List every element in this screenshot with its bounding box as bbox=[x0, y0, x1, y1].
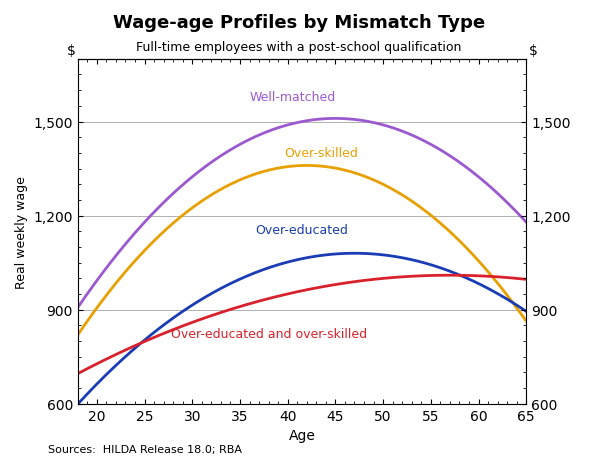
Text: $: $ bbox=[529, 44, 538, 58]
Y-axis label: Real weekly wage: Real weekly wage bbox=[15, 175, 28, 288]
Text: Full-time employees with a post-school qualification: Full-time employees with a post-school q… bbox=[136, 41, 462, 54]
Text: Over-educated and over-skilled: Over-educated and over-skilled bbox=[170, 327, 367, 340]
Text: Wage-age Profiles by Mismatch Type: Wage-age Profiles by Mismatch Type bbox=[113, 14, 485, 32]
Text: Over-educated: Over-educated bbox=[255, 224, 349, 237]
X-axis label: Age: Age bbox=[289, 428, 315, 442]
Text: Well-matched: Well-matched bbox=[249, 91, 335, 104]
Text: Over-skilled: Over-skilled bbox=[284, 147, 358, 160]
Text: $: $ bbox=[66, 44, 75, 58]
Text: Sources:  HILDA Release 18.0; RBA: Sources: HILDA Release 18.0; RBA bbox=[48, 444, 242, 454]
